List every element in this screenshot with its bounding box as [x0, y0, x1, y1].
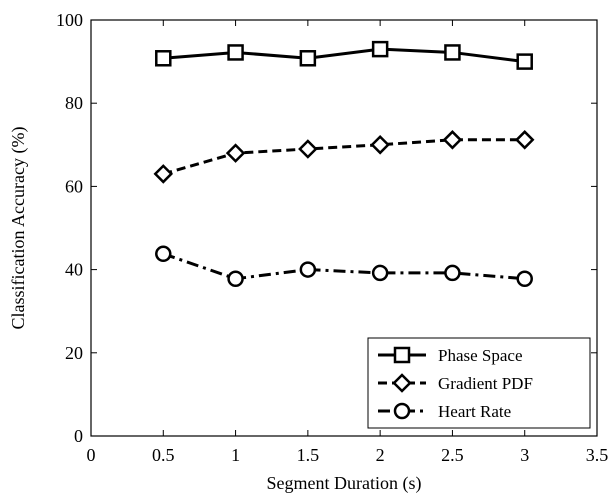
- data-point-phase-space: [444, 44, 461, 61]
- data-point-heart-rate: [299, 261, 317, 278]
- y-tick-label: 100: [56, 10, 83, 30]
- legend: Phase Space Gradient PDF Heart Rate: [367, 337, 591, 429]
- data-point-heart-rate: [516, 270, 533, 288]
- legend-label: Gradient PDF: [438, 374, 533, 393]
- series-line-gradient-pdf: [162, 138, 525, 176]
- y-tick-label: 0: [74, 426, 83, 446]
- series-gradient-pdf: [153, 130, 535, 184]
- y-tick-label: 60: [65, 176, 83, 196]
- data-point-gradient-pdf: [225, 143, 246, 163]
- data-point-phase-space: [516, 53, 533, 70]
- legend-label: Phase Space: [438, 346, 523, 365]
- data-point-heart-rate: [444, 264, 461, 282]
- x-tick-label: 1.5: [297, 445, 320, 465]
- y-axis-title: Classification Accuracy (%): [8, 127, 29, 330]
- x-tick-label: 0.5: [152, 445, 175, 465]
- series-layer: [153, 40, 535, 288]
- legend-label: Heart Rate: [438, 402, 511, 421]
- data-point-phase-space: [299, 50, 317, 67]
- y-tick-label: 20: [65, 343, 83, 363]
- data-point-phase-space: [155, 50, 172, 67]
- data-point-phase-space: [227, 44, 244, 61]
- data-point-heart-rate: [227, 270, 244, 288]
- legend-item-gradient-pdf: Gradient PDF: [378, 373, 533, 393]
- x-tick-label: 3.5: [586, 445, 609, 465]
- y-axis-ticks: 0 20 40 60 80 100: [56, 10, 597, 446]
- series-phase-space: [155, 40, 533, 70]
- data-point-gradient-pdf: [514, 130, 535, 150]
- x-tick-label: 0: [87, 445, 96, 465]
- x-tick-label: 2.5: [441, 445, 464, 465]
- data-point-heart-rate: [371, 264, 389, 282]
- legend-marker: [393, 346, 411, 364]
- legend-item-phase-space: Phase Space: [378, 346, 523, 365]
- data-point-gradient-pdf: [153, 164, 174, 184]
- data-point-phase-space: [371, 40, 389, 58]
- series-line-heart-rate: [162, 252, 525, 281]
- x-tick-label: 3: [520, 445, 529, 465]
- data-point-heart-rate: [155, 245, 172, 263]
- series-line-phase-space: [163, 47, 525, 64]
- x-tick-label: 2: [376, 445, 385, 465]
- data-point-gradient-pdf: [370, 135, 390, 155]
- series-heart-rate: [155, 245, 533, 288]
- x-axis-ticks: 0 0.5 1 1.5 2 2.5 3 3.5: [87, 20, 609, 465]
- x-axis-title: Segment Duration (s): [267, 473, 422, 494]
- x-tick-label: 1: [231, 445, 240, 465]
- legend-marker: [393, 402, 411, 420]
- y-tick-label: 40: [65, 260, 83, 280]
- y-tick-label: 80: [65, 93, 83, 113]
- legend-marker: [392, 373, 412, 393]
- legend-item-heart-rate: Heart Rate: [378, 402, 511, 421]
- data-point-gradient-pdf: [442, 130, 463, 150]
- data-point-gradient-pdf: [298, 139, 318, 159]
